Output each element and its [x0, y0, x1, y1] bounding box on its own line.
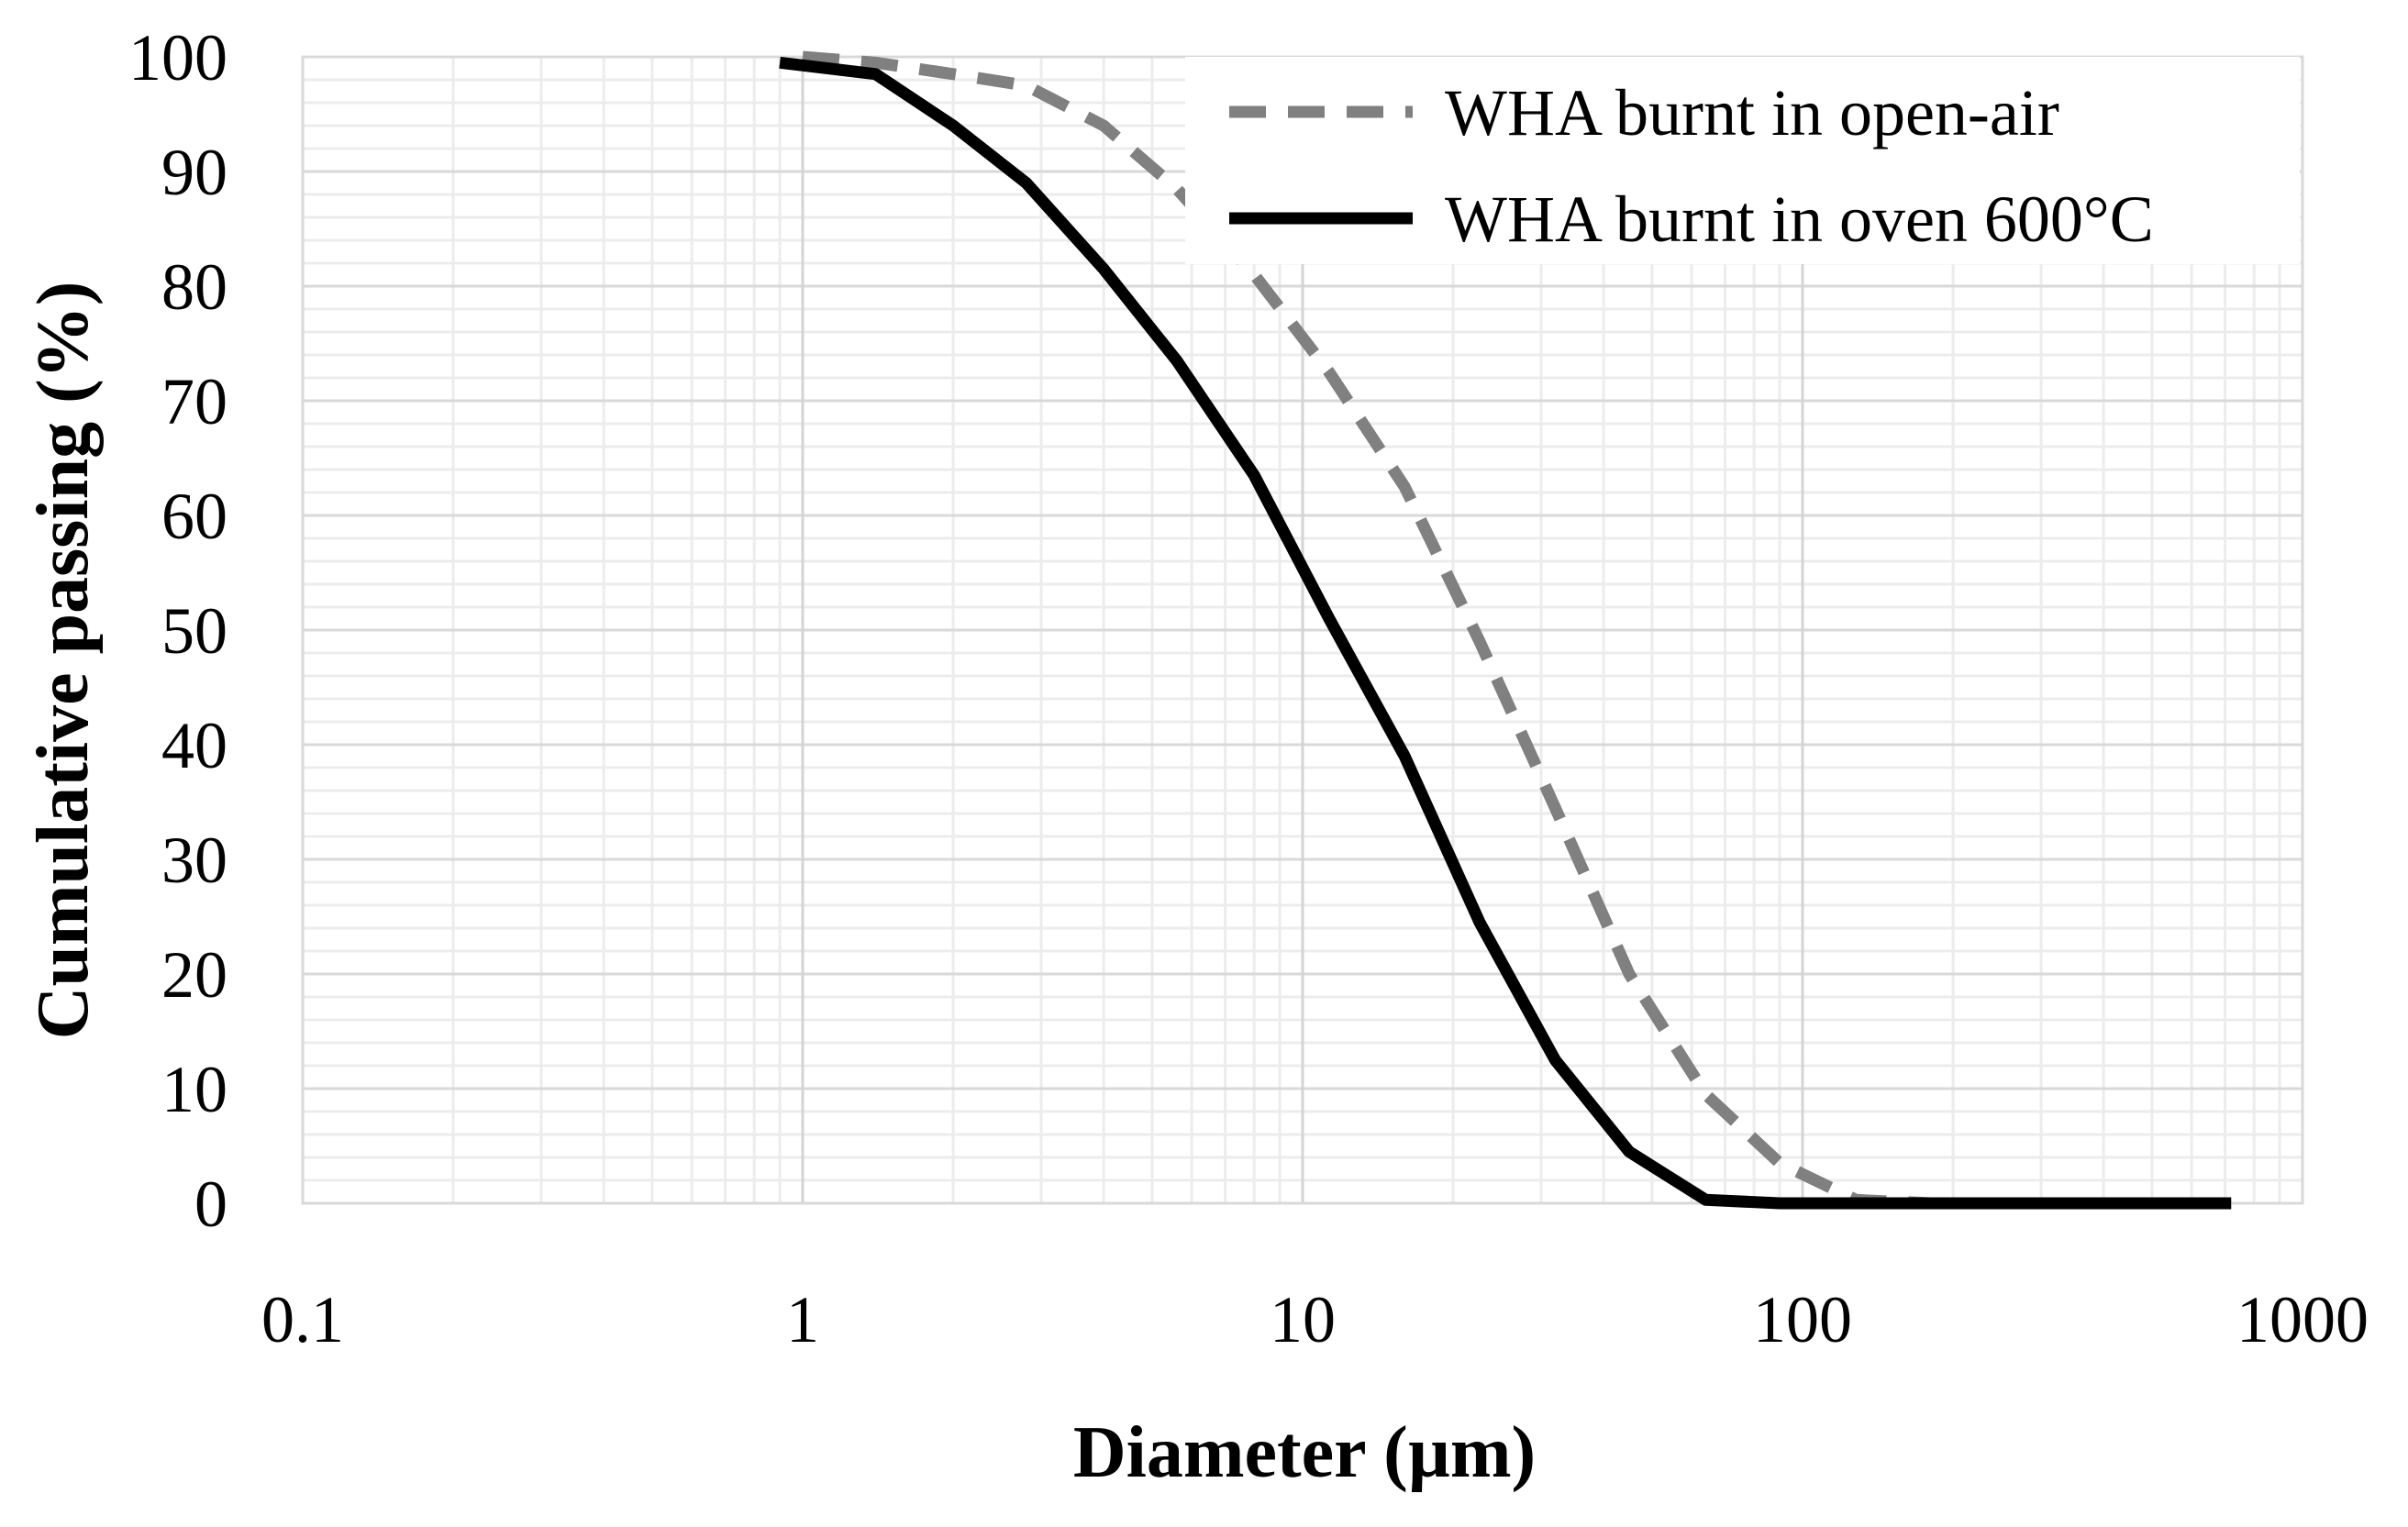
y-tick-label: 10: [161, 1053, 227, 1126]
y-tick-label: 60: [161, 480, 227, 553]
legend-label-oven-600: WHA burnt in oven 600°C: [1445, 183, 2154, 256]
y-axis-title: Cumulative passing (%): [23, 282, 104, 1040]
x-axis-tick-labels: 0.1 1 10 100 1000: [261, 1283, 2369, 1356]
series-lines: [779, 50, 2232, 1210]
y-tick-label: 0: [194, 1167, 227, 1241]
x-tick-label: 1000: [2236, 1283, 2369, 1356]
legend-background: [1185, 57, 2300, 264]
y-tick-label: 90: [161, 136, 227, 209]
major-gridlines: [301, 55, 2304, 1205]
y-tick-label: 100: [128, 21, 227, 94]
y-tick-label: 50: [161, 594, 227, 668]
x-tick-label: 100: [1753, 1283, 1852, 1356]
y-tick-label: 40: [161, 709, 227, 782]
x-tick-label: 0.1: [261, 1283, 344, 1356]
series-line-oven-600: [779, 56, 2232, 1210]
x-tick-label: 1: [786, 1283, 819, 1356]
x-axis-title: Diameter (µm): [1073, 1412, 1536, 1493]
y-tick-label: 70: [161, 365, 227, 438]
x-tick-label: 10: [1270, 1283, 1336, 1356]
y-tick-label: 30: [161, 824, 227, 897]
legend: WHA burnt in open-air WHA burnt in oven …: [1185, 57, 2300, 264]
y-axis-tick-labels: 0 10 20 30 40 50 60 70 80 90 100: [128, 21, 227, 1241]
y-tick-label: 80: [161, 250, 227, 324]
legend-label-open-air: WHA burnt in open-air: [1445, 76, 2059, 149]
y-tick-label: 20: [161, 938, 227, 1012]
